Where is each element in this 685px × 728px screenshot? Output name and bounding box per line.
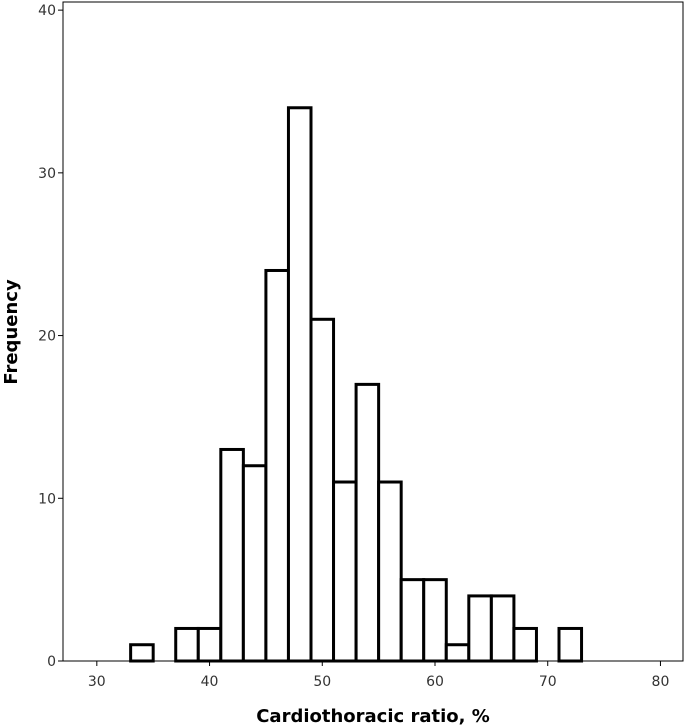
x-axis-ticks: 30 40 50 60 70 80 [88,661,669,690]
histogram-bar [264,268,290,663]
x-tick-label: 60 [426,674,444,690]
histogram-bar [196,626,223,663]
histogram-bar [399,578,426,663]
histogram-bar [241,464,268,663]
y-tick-label: 10 [38,491,56,507]
histogram-bar [174,626,200,663]
x-tick-label: 80 [652,674,670,690]
histogram-bar [422,578,448,663]
y-tick-label: 0 [47,654,56,670]
histogram-bar [309,317,336,663]
histogram-bar [489,594,516,663]
x-tick-label: 40 [201,674,219,690]
y-tick-label: 30 [38,166,56,182]
bars-group [129,106,584,663]
histogram-bar [129,643,155,663]
histogram-bar [512,626,538,663]
x-tick-label: 50 [313,674,331,690]
histogram-bar [354,382,381,663]
histogram-bar [332,480,358,663]
histogram-bar [467,594,493,663]
x-tick-label: 70 [539,674,557,690]
histogram-bar [377,480,403,663]
y-axis-title: Frequency [1,279,22,385]
x-axis-title: Cardiothoracic ratio, % [256,706,490,727]
y-axis-ticks: 0 10 20 30 40 [38,3,63,670]
histogram-bar [557,626,584,663]
x-tick-label: 30 [88,674,106,690]
histogram-bar [286,106,313,663]
histogram-bar [444,643,471,663]
histogram-bar [219,447,245,663]
y-tick-label: 40 [38,3,56,19]
y-tick-label: 20 [38,329,56,345]
